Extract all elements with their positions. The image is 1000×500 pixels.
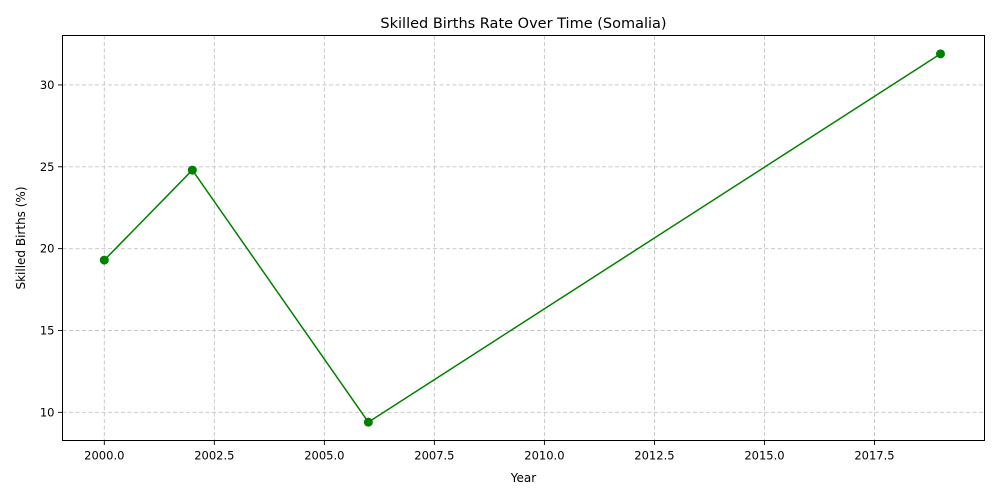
data-point — [99, 255, 109, 265]
plot-frame — [62, 35, 985, 441]
data-point — [935, 49, 945, 59]
x-tick-label: 2000.0 — [84, 449, 124, 463]
x-axis: 2000.0 2002.5 2005.0 2007.5 2010.0 2012.5 2015… — [84, 440, 895, 463]
grid-layer — [62, 35, 985, 441]
x-axis-label: Year — [510, 471, 536, 485]
x-tick-label: 2010.0 — [524, 449, 564, 463]
y-axis: 10 15 20 25 30 — [40, 78, 63, 419]
x-tick-label: 2007.5 — [414, 449, 454, 463]
y-tick-label: 30 — [40, 78, 55, 92]
y-tick-label: 10 — [40, 405, 55, 419]
chart-title: Skilled Births Rate Over Time (Somalia) — [380, 16, 666, 32]
y-tick-label: 15 — [40, 323, 55, 337]
y-tick-label: 20 — [40, 242, 55, 256]
data-point — [187, 165, 197, 175]
y-tick-label: 25 — [40, 160, 55, 174]
x-tick-label: 2002.5 — [194, 449, 234, 463]
x-tick-label: 2017.5 — [854, 449, 894, 463]
x-tick-label: 2015.0 — [744, 449, 784, 463]
series-layer — [99, 49, 945, 427]
y-axis-label: Skilled Births (%) — [14, 186, 28, 289]
data-point — [363, 417, 373, 427]
x-tick-label: 2012.5 — [634, 449, 674, 463]
series-line — [103, 53, 941, 423]
x-tick-label: 2005.0 — [304, 449, 344, 463]
